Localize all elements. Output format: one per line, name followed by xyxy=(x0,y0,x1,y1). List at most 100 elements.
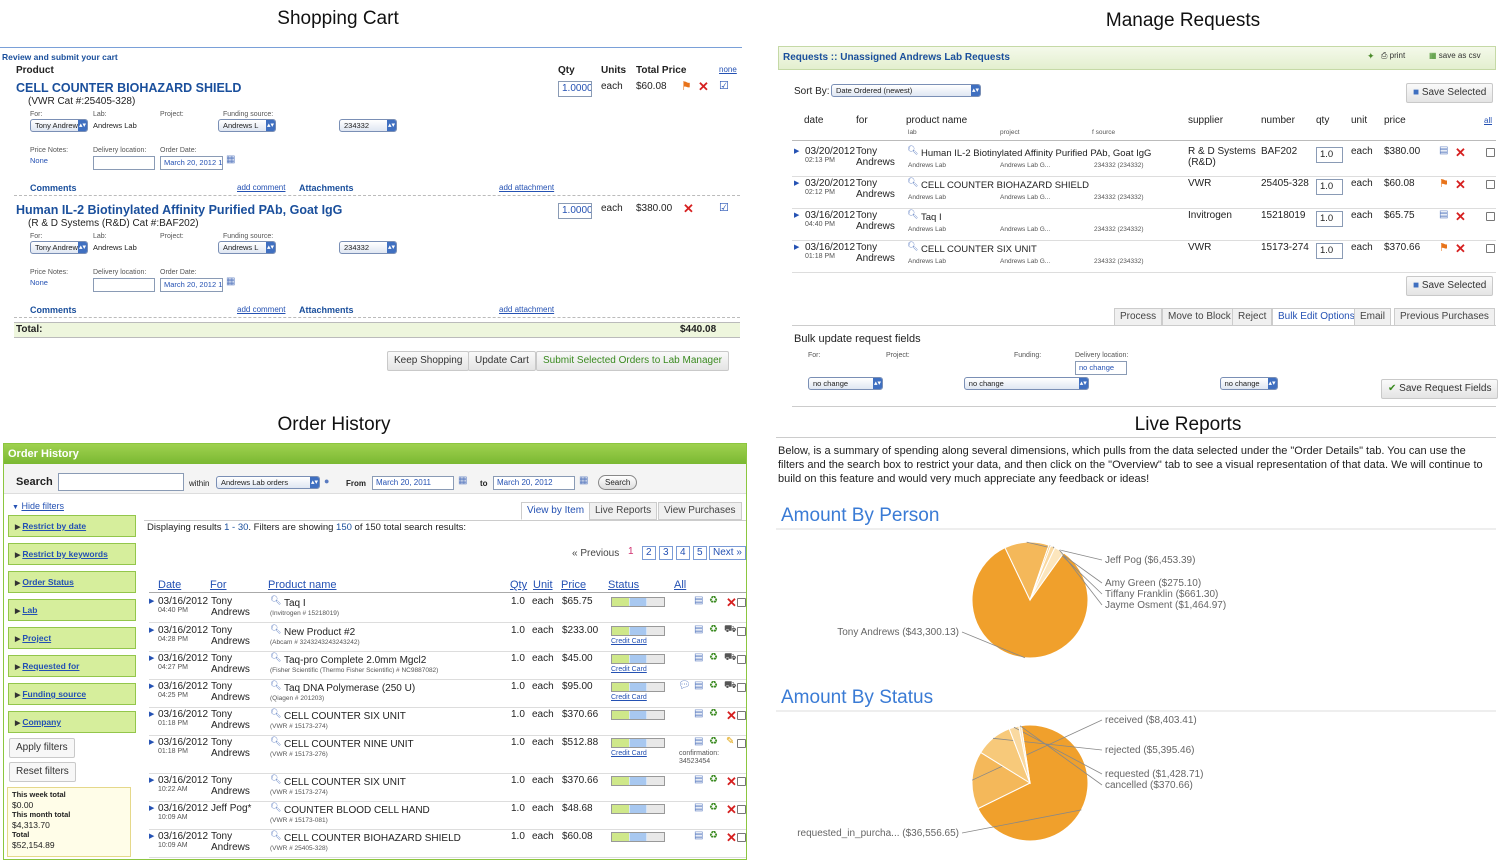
filter-company[interactable]: ▶ Company xyxy=(8,711,136,733)
for-select[interactable]: Tony Andrew ▴▾ xyxy=(30,241,88,254)
view-tab[interactable]: Live Reports xyxy=(589,502,658,520)
magnifier-icon[interactable]: 🔍︎ xyxy=(907,145,919,155)
expand-triangle-icon[interactable]: ▶ xyxy=(149,833,155,840)
reject-icon[interactable]: ✕ xyxy=(1455,209,1466,224)
select-none-link[interactable]: none xyxy=(719,65,737,74)
calendar-icon[interactable]: ▦ xyxy=(226,154,236,165)
cancel-icon[interactable]: ✕ xyxy=(726,708,737,723)
reorder-cart-icon[interactable]: ♻ xyxy=(709,802,718,813)
reorder-cart-icon[interactable]: ♻ xyxy=(709,708,718,719)
expand-triangle-icon[interactable]: ▶ xyxy=(149,777,155,784)
expand-triangle-icon[interactable]: ▶ xyxy=(794,180,800,187)
qty-input[interactable]: 1.0000 xyxy=(558,203,592,219)
row-checkbox[interactable] xyxy=(737,739,746,748)
action-tab[interactable]: Bulk Edit Options xyxy=(1272,308,1361,326)
reject-icon[interactable]: ✕ xyxy=(1455,241,1466,256)
reorder-cart-icon[interactable]: ♻ xyxy=(709,652,718,663)
cancel-icon[interactable]: ✕ xyxy=(726,595,737,610)
flag-icon[interactable]: ⚑ xyxy=(681,79,692,93)
credit-card-link[interactable]: Credit Card xyxy=(611,666,647,673)
reorder-cart-icon[interactable]: ♻ xyxy=(709,736,718,747)
row-checkbox[interactable] xyxy=(1486,180,1495,189)
search-input[interactable] xyxy=(58,473,184,491)
order-product[interactable]: COUNTER BLOOD CELL HAND xyxy=(284,805,430,816)
request-qty-input[interactable]: 1.0 xyxy=(1316,147,1343,163)
calendar-icon[interactable]: ▦ xyxy=(226,276,236,287)
row-checkbox[interactable] xyxy=(1486,244,1495,253)
keep-shopping-button[interactable]: Keep Shopping xyxy=(387,351,470,371)
save-request-fields-button[interactable]: ✔ Save Request Fields xyxy=(1381,379,1499,399)
order-product[interactable]: Taq-pro Complete 2.0mm Mgcl2 xyxy=(284,655,427,666)
action-tab[interactable]: Move to Block xyxy=(1162,308,1237,326)
add-attachment-link[interactable]: add attachment xyxy=(499,305,555,314)
row-checkbox[interactable] xyxy=(737,598,746,607)
action-tab[interactable]: Reject xyxy=(1232,308,1273,326)
filter-lab[interactable]: ▶ Lab xyxy=(8,599,136,621)
update-cart-button[interactable]: Update Cart xyxy=(468,351,536,371)
apply-filters-button[interactable]: Apply filters xyxy=(9,738,75,758)
hide-filters-link[interactable]: ▼ Hide filters xyxy=(12,501,64,511)
within-select[interactable]: Andrews Lab orders ▴▾ xyxy=(216,476,320,489)
sort-date[interactable]: Date xyxy=(158,579,182,591)
row-checkbox[interactable] xyxy=(737,627,746,636)
reorder-cart-icon[interactable]: ♻ xyxy=(709,595,718,606)
row-checkbox[interactable] xyxy=(737,711,746,720)
order-product[interactable]: New Product #2 xyxy=(284,627,356,638)
order-product[interactable]: Taq DNA Polymerase (250 U) xyxy=(284,683,416,694)
request-product[interactable]: Taq I xyxy=(921,212,942,223)
shipping-truck-icon[interactable]: ⛟ xyxy=(724,624,737,635)
request-qty-input[interactable]: 1.0 xyxy=(1316,211,1343,227)
action-tab[interactable]: Process xyxy=(1114,308,1163,326)
edit-note-icon[interactable]: ▤ xyxy=(694,595,704,606)
request-qty-input[interactable]: 1.0 xyxy=(1316,243,1343,259)
request-product[interactable]: CELL COUNTER SIX UNIT xyxy=(921,244,1037,255)
next-page[interactable]: Next » xyxy=(709,546,746,560)
sort-qty[interactable]: Qty xyxy=(510,579,528,591)
project-select[interactable]: Andrews L ▴▾ xyxy=(218,119,276,132)
expand-triangle-icon[interactable]: ▶ xyxy=(794,212,800,219)
edit-note-icon[interactable]: ▤ xyxy=(1439,209,1449,220)
pencil-icon[interactable]: ✎ xyxy=(726,736,735,747)
order-product[interactable]: CELL COUNTER NINE UNIT xyxy=(284,739,414,750)
shipping-truck-icon[interactable]: ⛟ xyxy=(724,680,737,691)
row-checkbox[interactable] xyxy=(737,833,746,842)
order-product[interactable]: CELL COUNTER BIOHAZARD SHIELD xyxy=(284,833,461,844)
filter-project[interactable]: ▶ Project xyxy=(8,627,136,649)
reorder-cart-icon[interactable]: ♻ xyxy=(709,830,718,841)
row-checkbox[interactable] xyxy=(737,805,746,814)
row-checkbox[interactable] xyxy=(737,655,746,664)
expand-triangle-icon[interactable]: ▶ xyxy=(149,805,155,812)
order-product[interactable]: Taq I xyxy=(284,598,306,609)
magnifier-icon[interactable]: 🔍︎ xyxy=(270,708,282,718)
expand-triangle-icon[interactable]: ▶ xyxy=(149,683,155,690)
filter-requested-for[interactable]: ▶ Requested for xyxy=(8,655,136,677)
magnifier-icon[interactable]: 🔍︎ xyxy=(907,241,919,251)
add-comment-link[interactable]: add comment xyxy=(237,305,286,314)
row-checkbox[interactable] xyxy=(737,683,746,692)
cart-item-name[interactable]: CELL COUNTER BIOHAZARD SHIELD xyxy=(16,81,242,95)
qty-input[interactable]: 1.0000 xyxy=(558,81,592,97)
previous-page[interactable]: « Previous xyxy=(572,548,620,559)
remove-icon[interactable]: ✕ xyxy=(698,79,709,94)
funding-select[interactable]: 234332 ▴▾ xyxy=(339,119,397,132)
magnifier-icon[interactable]: 🔍︎ xyxy=(270,624,282,634)
funding-select[interactable]: 234332 ▴▾ xyxy=(339,241,397,254)
edit-note-icon[interactable]: ▤ xyxy=(694,708,704,719)
sort-unit[interactable]: Unit xyxy=(533,579,553,591)
reorder-cart-icon[interactable]: ♻ xyxy=(709,680,718,691)
magnifier-icon[interactable]: 🔍︎ xyxy=(270,802,282,812)
magnifier-icon[interactable]: 🔍︎ xyxy=(907,209,919,219)
page-link[interactable]: 2 xyxy=(642,546,656,560)
action-tab[interactable]: Previous Purchases xyxy=(1394,308,1495,326)
remove-icon[interactable]: ✕ xyxy=(683,201,694,216)
shipping-truck-icon[interactable]: ⛟ xyxy=(724,652,737,663)
edit-note-icon[interactable]: ▤ xyxy=(694,774,704,785)
page-link[interactable]: 3 xyxy=(659,546,673,560)
magnifier-icon[interactable]: 🔍︎ xyxy=(270,680,282,690)
selected-checkbox[interactable]: ☑ xyxy=(719,202,729,214)
sort-for[interactable]: For xyxy=(210,579,227,591)
edit-note-icon[interactable]: ▤ xyxy=(1439,145,1449,156)
filter-restrict-by-keywords[interactable]: ▶ Restrict by keywords xyxy=(8,543,136,565)
bulk-delivery-input[interactable]: no change xyxy=(1075,361,1127,375)
calendar-icon[interactable]: ▦ xyxy=(458,475,468,486)
